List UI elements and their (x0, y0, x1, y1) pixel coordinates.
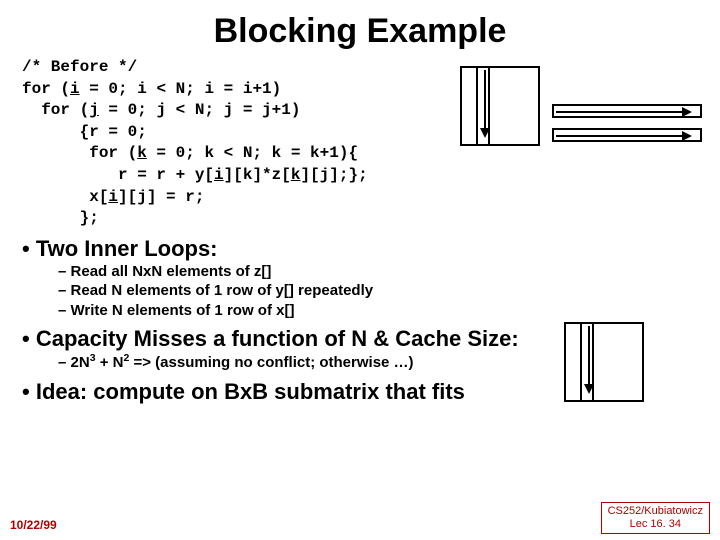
sub-bullet: 2N3 + N2 => (assuming no conflict; other… (58, 352, 560, 373)
footer-course: CS252/Kubiatowicz Lec 16. 34 (601, 502, 710, 534)
sub-bullet: Read N elements of 1 row of y[] repeated… (58, 281, 560, 301)
arrow-shaft (484, 70, 486, 128)
code-line: }; (22, 209, 99, 227)
arrow-down-icon (480, 128, 490, 138)
bullet-two-inner-loops: Two Inner Loops: (22, 236, 560, 262)
code-line: for (j = 0; j < N; j = j+1) (22, 101, 300, 119)
bullet-capacity-misses: Capacity Misses a function of N & Cache … (22, 326, 560, 352)
code-line: /* Before */ (22, 58, 137, 76)
arrow-shaft (588, 326, 590, 384)
sub-bullet: Write N elements of 1 row of x[] (58, 301, 560, 321)
matrix-square-lower (564, 322, 644, 402)
bullet-idea: Idea: compute on BxB submatrix that fits (22, 379, 560, 405)
arrow-right-icon (682, 131, 692, 141)
code-line: for (i = 0; i < N; i = i+1) (22, 80, 281, 98)
arrow-shaft (556, 135, 682, 137)
page-title: Blocking Example (0, 0, 720, 57)
arrow-shaft (556, 111, 682, 113)
code-line: {r = 0; (22, 123, 147, 141)
code-line: x[i][j] = r; (22, 188, 204, 206)
arrow-right-icon (682, 107, 692, 117)
matrix-square (460, 66, 540, 146)
sub-bullet: Read all NxN elements of z[] (58, 262, 560, 282)
stripe-line (476, 66, 478, 146)
arrow-down-icon (584, 384, 594, 394)
code-line: for (k = 0; k < N; k = k+1){ (22, 144, 358, 162)
code-block: /* Before */ for (i = 0; i < N; i = i+1)… (0, 57, 720, 230)
footer-date: 10/22/99 (10, 518, 57, 532)
stripe-line (580, 322, 582, 402)
code-line: r = r + y[i][k]*z[k][j];}; (22, 166, 368, 184)
